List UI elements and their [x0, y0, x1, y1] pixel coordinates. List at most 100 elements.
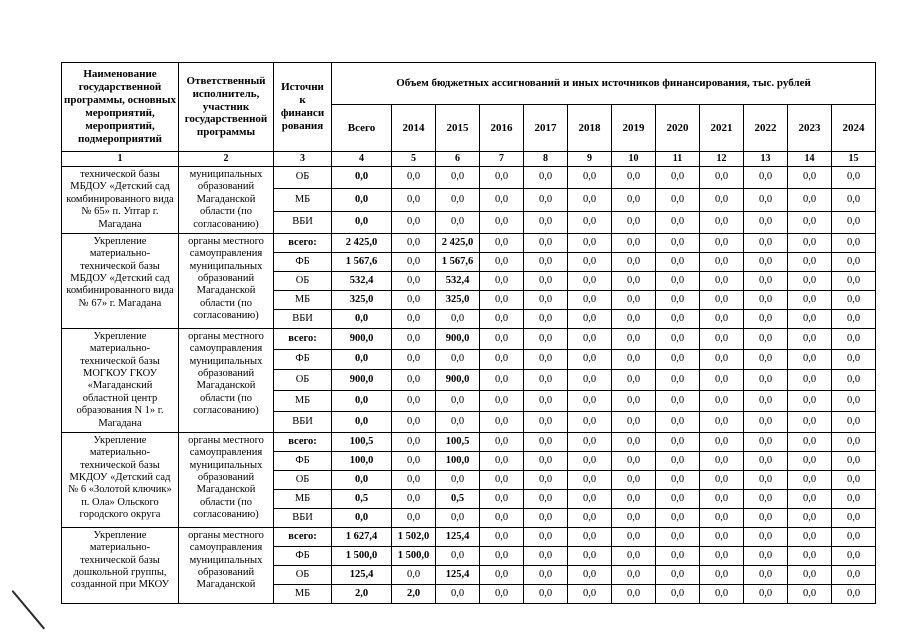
value-cell: 0,0 — [567, 564, 612, 585]
value-cell: 0,0 — [787, 232, 832, 253]
executor-cell: органы местного самоуправления муниципал… — [178, 232, 274, 329]
value-cell: 0,0 — [479, 545, 524, 566]
column-number: 2 — [178, 151, 274, 167]
value-cell: 0,0 — [655, 165, 700, 190]
value-cell: 0,0 — [479, 583, 524, 604]
program-name-cell: Укрепление материально-технической базы … — [61, 431, 179, 528]
value-cell: 0,0 — [611, 526, 656, 547]
value-cell: 0,0 — [523, 488, 568, 509]
funding-source-cell: ВБИ — [273, 507, 332, 528]
value-cell: 0,0 — [567, 369, 612, 392]
value-cell: 0,0 — [391, 369, 436, 392]
value-cell: 0,0 — [787, 411, 832, 433]
value-cell: 325,0 — [331, 289, 392, 310]
value-cell: 0,0 — [523, 369, 568, 392]
value-cell: 0,0 — [699, 564, 744, 585]
value-cell: 532,4 — [331, 270, 392, 291]
value-cell: 0,0 — [479, 507, 524, 528]
table-row: ФБ 1 500,0 1 500,0 0,0 0,0 0,0 0,0 0,0 0,0 0,0 0,0… — [62, 545, 877, 566]
value-cell: 0,0 — [743, 488, 788, 509]
header-year: 2015 — [435, 104, 480, 152]
value-cell: 0,0 — [435, 348, 480, 371]
value-cell: 900,0 — [435, 327, 480, 350]
value-cell: 0,0 — [567, 411, 612, 433]
value-cell: 0,0 — [479, 289, 524, 310]
value-cell: 0,0 — [787, 251, 832, 272]
value-cell: 0,0 — [611, 564, 656, 585]
value-cell: 0,0 — [391, 210, 436, 234]
program-name-cell: Укрепление материально-технической базы … — [61, 327, 179, 433]
funding-source-cell: ВБИ — [273, 210, 332, 234]
value-cell: 0,0 — [479, 210, 524, 234]
column-number-row: 1 2 3 4 5 6 7 8 9 10 11 12 13 14 15 — [61, 151, 877, 167]
value-cell: 0,0 — [479, 526, 524, 547]
value-cell: 1 567,6 — [435, 251, 480, 272]
value-cell: 0,0 — [787, 526, 832, 547]
value-cell: 0,0 — [479, 270, 524, 291]
value-cell: 125,4 — [435, 526, 480, 547]
value-cell: 0,0 — [611, 583, 656, 604]
value-cell: 125,4 — [331, 564, 392, 585]
value-cell: 0,0 — [699, 411, 744, 433]
value-cell: 0,0 — [435, 308, 480, 329]
value-cell: 0,0 — [611, 327, 656, 350]
value-cell: 0,0 — [611, 431, 656, 452]
value-cell: 0,0 — [655, 411, 700, 433]
value-cell: 0,0 — [331, 390, 392, 413]
value-cell: 0,0 — [391, 431, 436, 452]
value-cell: 0,0 — [567, 289, 612, 310]
value-cell: 0,0 — [523, 251, 568, 272]
value-cell: 0,0 — [787, 431, 832, 452]
column-number: 15 — [830, 151, 877, 167]
value-cell: 0,0 — [699, 526, 744, 547]
funding-source-cell: ФБ — [273, 348, 332, 371]
value-cell: 0,0 — [830, 327, 877, 350]
value-cell: 0,0 — [567, 390, 612, 413]
value-cell: 0,0 — [787, 327, 832, 350]
value-cell: 0,0 — [699, 308, 744, 329]
value-cell: 0,0 — [479, 390, 524, 413]
value-cell: 0,0 — [479, 488, 524, 509]
value-cell: 0,0 — [611, 232, 656, 253]
executor-cell: органы местного самоуправления муниципал… — [178, 327, 274, 433]
value-cell: 0,0 — [743, 369, 788, 392]
value-cell: 0,0 — [743, 348, 788, 371]
value-cell: 0,0 — [655, 289, 700, 310]
value-cell: 0,0 — [479, 450, 524, 471]
value-cell: 0,0 — [743, 431, 788, 452]
column-number: 3 — [273, 151, 332, 167]
value-cell: 0,0 — [331, 411, 392, 433]
value-cell: 0,0 — [830, 469, 877, 490]
executor-cell: муниципальных образований Магаданской об… — [178, 166, 274, 234]
value-cell: 532,4 — [435, 270, 480, 291]
value-cell: 0,0 — [787, 348, 832, 371]
column-number: 6 — [435, 151, 480, 167]
value-cell: 0,0 — [479, 232, 524, 253]
header-year: 2018 — [567, 104, 612, 152]
value-cell: 0,0 — [787, 450, 832, 471]
value-cell: 0,0 — [655, 308, 700, 329]
value-cell: 0,0 — [743, 232, 788, 253]
value-cell: 0,0 — [787, 188, 832, 212]
value-cell: 0,0 — [830, 348, 877, 371]
value-cell: 0,0 — [479, 469, 524, 490]
funding-source-cell: ФБ — [273, 450, 332, 471]
value-cell: 0,0 — [523, 308, 568, 329]
value-cell: 0,0 — [743, 564, 788, 585]
value-cell: 0,0 — [787, 165, 832, 190]
value-cell: 0,0 — [391, 251, 436, 272]
value-cell: 0,0 — [699, 431, 744, 452]
table-row: ОБ 900,0 0,0 900,0 0,0 0,0 0,0 0,0 0,0 0,0 0,0 0,0 0… — [62, 369, 877, 392]
value-cell: 0,0 — [830, 188, 877, 212]
value-cell: 0,0 — [611, 251, 656, 272]
value-cell: 0,0 — [435, 507, 480, 528]
funding-source-cell: МБ — [273, 188, 332, 212]
value-cell: 0,0 — [787, 270, 832, 291]
value-cell: 0,0 — [699, 469, 744, 490]
value-cell: 900,0 — [331, 369, 392, 392]
value-cell: 0,0 — [830, 390, 877, 413]
value-cell: 0,0 — [655, 369, 700, 392]
table-row: ВБИ 0,0 0,0 0,0 0,0 0,0 0,0 0,0 0,0 0,0 0,0 0,0 0,0 — [62, 210, 877, 234]
value-cell: 0,0 — [655, 327, 700, 350]
funding-source-cell: ОБ — [273, 270, 332, 291]
